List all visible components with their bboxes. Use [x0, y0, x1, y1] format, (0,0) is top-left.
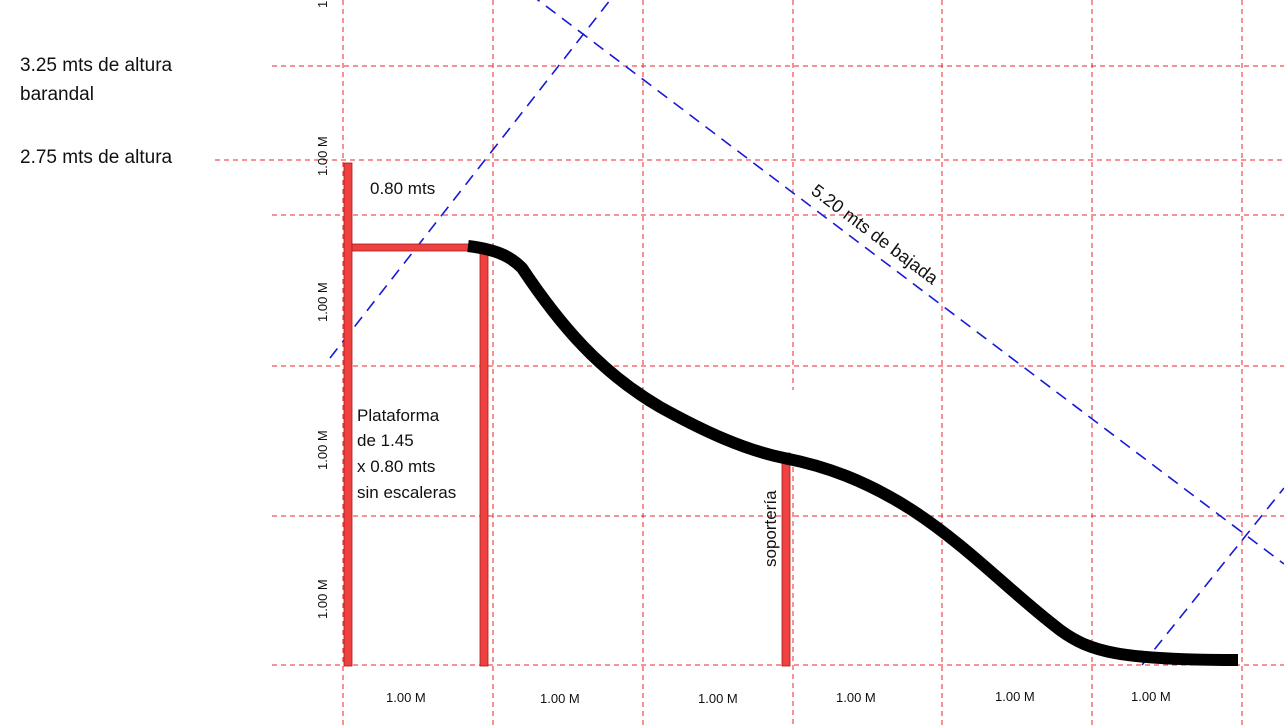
support-post [781, 452, 791, 667]
guide-lines [329, 0, 1284, 666]
platform-desc-line: de 1.45 [357, 431, 414, 450]
platform-description: Plataforma de 1.45 x 0.80 mts sin escale… [357, 406, 456, 502]
platform-width-label: 0.80 mts [370, 179, 435, 198]
railing-post [343, 162, 353, 667]
slide-profile [467, 240, 1239, 666]
guide-line-diagonal-up [329, 0, 612, 359]
y-tick-label: 1.00 M [315, 136, 330, 176]
y-tick-label-partial: 1 [315, 1, 330, 8]
grid-vertical-lines [342, 0, 1243, 725]
grid-horizontal-lines [215, 65, 1284, 666]
y-tick-label: 1.00 M [315, 579, 330, 619]
support-label: soportería [761, 490, 780, 567]
x-tick-label: 1.00 M [698, 691, 738, 706]
railing-height-label: 3.25 mts de altura [20, 55, 173, 76]
guide-line-diagonal-end [1141, 487, 1284, 666]
x-tick-label: 1.00 M [540, 691, 580, 706]
platform-height-label: 2.75 mts de altura [20, 147, 173, 168]
platform-beam [351, 243, 481, 252]
x-axis-ticks: 1.00 M 1.00 M 1.00 M 1.00 M 1.00 M 1.00 … [386, 689, 1171, 706]
railing-label: barandal [20, 84, 94, 105]
platform-front-post [479, 243, 489, 667]
x-tick-label: 1.00 M [836, 690, 876, 705]
x-tick-label: 1.00 M [1131, 689, 1171, 704]
x-tick-label: 1.00 M [995, 689, 1035, 704]
slide-length-label: 5.20 mts de bajada [808, 180, 943, 289]
y-axis-ticks: 1 1.00 M 1.00 M 1.00 M 1.00 M [315, 1, 330, 619]
platform-desc-line: Plataforma [357, 406, 440, 425]
guide-line-slide-length [536, 0, 1284, 565]
x-tick-label: 1.00 M [386, 690, 426, 705]
y-tick-label: 1.00 M [315, 430, 330, 470]
platform-desc-line: sin escaleras [357, 483, 456, 502]
y-tick-label: 1.00 M [315, 282, 330, 322]
platform-desc-line: x 0.80 mts [357, 457, 435, 476]
